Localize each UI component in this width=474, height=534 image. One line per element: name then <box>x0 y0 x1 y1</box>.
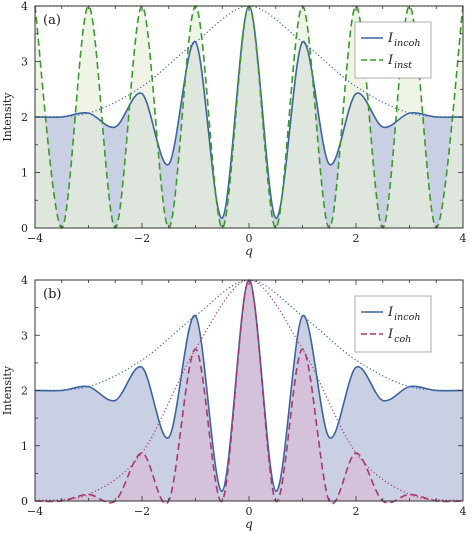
panel-a-x-tick-label: −4 <box>27 232 43 245</box>
panel-b-y-tick-label: 3 <box>21 329 28 342</box>
panel-b-y-tick-label: 2 <box>21 385 28 398</box>
panel-a-x-axis-label: q <box>245 244 253 258</box>
panel-b-y-tick-label: 0 <box>21 495 28 508</box>
panel-a-y-tick-label: 1 <box>21 167 28 180</box>
panel-b-x-tick-label: 4 <box>460 505 467 518</box>
panel-b-y-axis-label: Intensity <box>1 365 14 415</box>
panel-b-x-axis-label: q <box>245 517 253 531</box>
panel-a-x-tick-label: 0 <box>246 232 253 245</box>
panel-b-y-tick-label: 4 <box>21 274 28 287</box>
panel-b-x-tick-label: 2 <box>353 505 360 518</box>
panel-a-ticks: −4 −2 0 2 4 0 1 2 3 4 <box>21 0 467 245</box>
panel-a-y-tick-label: 0 <box>21 222 28 235</box>
panel-a-y-tick-label: 3 <box>21 56 28 69</box>
panel-b-curve-coh-envelope <box>34 279 464 502</box>
panel-b-fills <box>35 280 463 504</box>
panel-a-y-tick-label: 4 <box>21 0 28 13</box>
panel-a-y-tick-label: 2 <box>21 111 28 124</box>
panel-a-x-tick-label: −2 <box>134 232 150 245</box>
panel-a-legend-box <box>354 21 432 79</box>
panel-b-label: (b) <box>43 287 61 302</box>
panel-b-x-tick-label: −4 <box>27 505 43 518</box>
panel-a-x-tick-label: 4 <box>460 232 467 245</box>
panel-a-y-axis-label: Intensity <box>1 92 14 142</box>
panel-b-x-tick-label: −2 <box>134 505 150 518</box>
panel-a-x-tick-label: 2 <box>353 232 360 245</box>
panel-b-x-tick-label: 0 <box>246 505 253 518</box>
panel-a-label: (a) <box>43 13 61 28</box>
panel-b-y-tick-label: 1 <box>21 440 28 453</box>
panel-b-ticks: −4 −2 0 2 4 0 1 2 3 4 <box>21 274 467 518</box>
panel-b-fill-i-coh <box>35 280 463 504</box>
panel-b-curve-i-coh <box>34 279 464 505</box>
panel-b-legend-box <box>354 295 432 353</box>
